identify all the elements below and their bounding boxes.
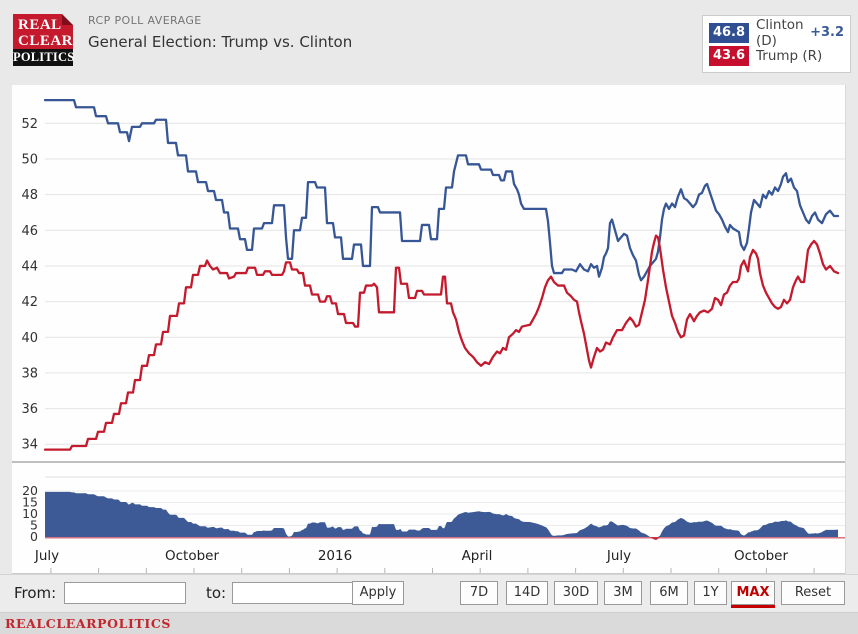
clinton-spread: +3.2 (810, 25, 844, 40)
reset-button[interactable]: Reset (781, 581, 845, 605)
logo-line-clear: CLEAR (18, 33, 74, 49)
page-title: General Election: Trump vs. Clinton (88, 33, 353, 51)
chart-kicker: RCP POLL AVERAGE (88, 14, 202, 27)
logo-line-politics: POLITICS (13, 49, 75, 66)
svg-text:48: 48 (21, 188, 38, 203)
trump-label: Trump (R) (756, 47, 823, 64)
svg-text:46: 46 (21, 224, 38, 239)
svg-text:0: 0 (30, 529, 38, 544)
svg-text:50: 50 (21, 152, 38, 167)
svg-text:42: 42 (21, 295, 38, 310)
svg-text:20: 20 (22, 483, 38, 498)
logo-fold-icon (62, 14, 73, 25)
legend-row-trump: 43.6 Trump (R) (709, 44, 844, 67)
range-button-max[interactable]: MAX (731, 581, 775, 605)
svg-text:October: October (165, 548, 219, 564)
range-button-14d[interactable]: 14D (506, 581, 548, 605)
svg-text:52: 52 (21, 117, 38, 132)
svg-text:44: 44 (21, 259, 38, 274)
footer-bar: REALCLEARPOLITICS (0, 612, 858, 634)
svg-text:40: 40 (21, 331, 38, 346)
range-button-3m[interactable]: 3M (604, 581, 642, 605)
legend-row-clinton: 46.8 Clinton (D) +3.2 (709, 17, 844, 49)
svg-text:34: 34 (21, 438, 38, 453)
svg-text:36: 36 (21, 402, 38, 417)
range-controls-bar: From: to: Apply 7D 14D 30D 3M 6M 1Y MAX … (0, 574, 858, 612)
svg-text:April: April (462, 548, 493, 564)
clinton-value-badge: 46.8 (709, 22, 749, 43)
logo-line-real: REAL (18, 17, 62, 33)
clinton-label: Clinton (D) (756, 16, 804, 49)
from-label: From: (14, 584, 57, 602)
range-button-1y[interactable]: 1Y (694, 581, 727, 605)
svg-text:July: July (606, 548, 631, 564)
chart-panel: 34 36 38 40 42 44 46 48 50 52 0 5 10 15 20 July October 2… (12, 85, 846, 574)
range-button-7d[interactable]: 7D (460, 581, 498, 605)
to-label: to: (206, 584, 227, 602)
rcp-logo: REAL CLEAR POLITICS (13, 14, 75, 66)
legend-box: 46.8 Clinton (D) +3.2 43.6 Trump (R) (702, 15, 851, 73)
trump-value-badge: 43.6 (709, 45, 749, 66)
svg-text:October: October (734, 548, 788, 564)
svg-text:15: 15 (22, 495, 38, 510)
range-button-30d[interactable]: 30D (554, 581, 598, 605)
svg-text:38: 38 (21, 366, 38, 381)
svg-text:2016: 2016 (318, 548, 352, 564)
range-button-6m[interactable]: 6M (650, 581, 688, 605)
to-date-input[interactable] (232, 582, 354, 604)
svg-text:5: 5 (30, 518, 38, 533)
from-date-input[interactable] (64, 582, 186, 604)
svg-text:July: July (34, 548, 59, 564)
apply-button[interactable]: Apply (352, 581, 404, 605)
rcp-logo-text: REAL CLEAR (18, 17, 73, 49)
footer-brand[interactable]: REALCLEARPOLITICS (5, 616, 172, 631)
svg-text:10: 10 (22, 506, 38, 521)
